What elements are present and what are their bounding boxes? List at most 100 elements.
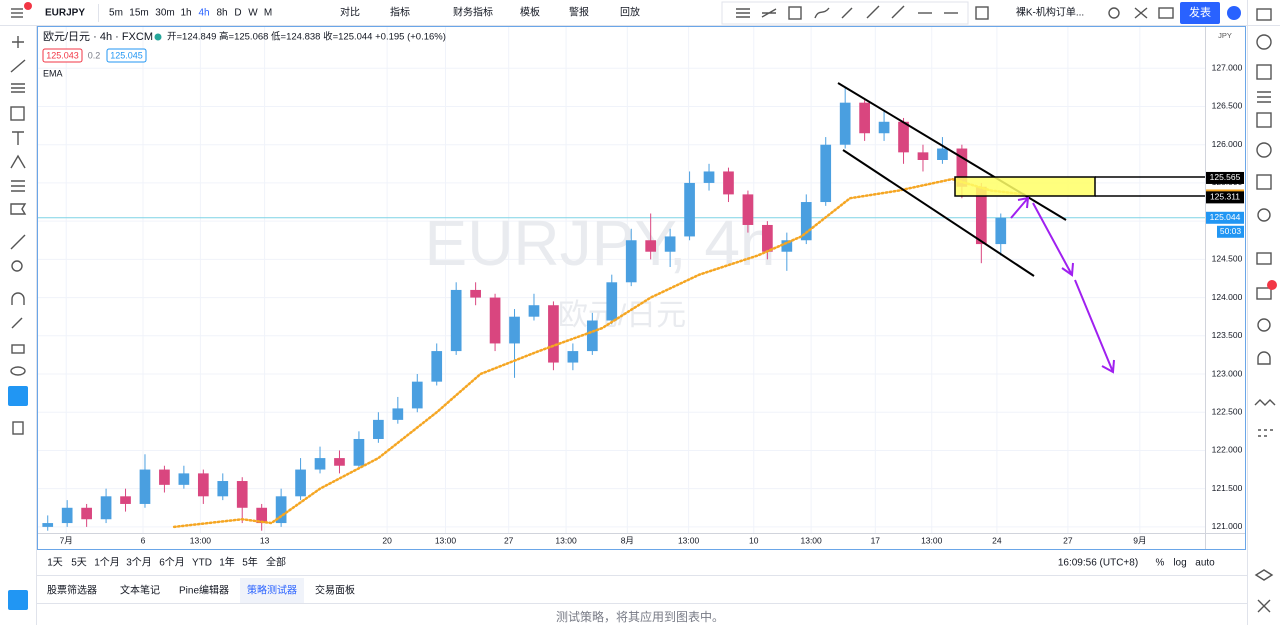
ask-box: [106, 48, 147, 63]
y-tick-label: 121.500: [1212, 483, 1243, 493]
x-tick-label: 9月: [1133, 535, 1146, 545]
y-tick-label: 126.000: [1212, 139, 1243, 149]
y-tick-label: 124.500: [1212, 254, 1243, 264]
range-button[interactable]: 5年: [242, 556, 258, 569]
range-button[interactable]: 1年: [219, 556, 235, 569]
candle-body: [839, 102, 851, 145]
y-tick-label: 123.500: [1212, 330, 1243, 340]
panel-message: 测试策略，将其应用到图表中。: [556, 609, 724, 624]
candle-body: [703, 171, 715, 183]
scale-option[interactable]: log: [1173, 558, 1186, 569]
candle-body: [586, 320, 598, 352]
interval-button[interactable]: 1h: [180, 8, 191, 19]
price-badge-label: 125.311: [1210, 192, 1240, 202]
candle-body: [295, 469, 306, 497]
interval-button[interactable]: 8h: [216, 8, 227, 19]
countdown: 50:03: [1220, 226, 1242, 236]
candle-body: [898, 121, 909, 153]
toolbar-button[interactable]: 模板: [520, 6, 540, 19]
symbol[interactable]: EURJPY: [45, 8, 85, 19]
interval-button[interactable]: M: [264, 8, 272, 19]
range-button[interactable]: 5天: [71, 558, 87, 569]
left-toolbar[interactable]: [8, 36, 28, 610]
candle-body: [781, 240, 793, 252]
ema-line: [172, 177, 1027, 529]
menu-icon[interactable]: [11, 2, 32, 18]
legend-title: 欧元/日元 · 4h · FXCM: [43, 30, 153, 43]
y-tick-label: 127.000: [1212, 63, 1243, 73]
candle-body: [100, 496, 112, 520]
interval-button[interactable]: W: [248, 8, 258, 19]
candle-body: [392, 408, 404, 420]
clock: 16:09:56 (UTC+8): [1058, 558, 1138, 569]
price-badge-label: 125.565: [1210, 172, 1241, 182]
candle-body: [664, 236, 676, 252]
layout-name[interactable]: 裸K-机构订单...: [1016, 6, 1084, 19]
range-button[interactable]: 全部: [266, 556, 286, 569]
candle-body: [606, 282, 618, 321]
candle-body: [859, 102, 870, 134]
toolbar-button[interactable]: 对比: [340, 6, 360, 19]
panel-tab[interactable]: 策略测试器: [247, 584, 297, 597]
range-button[interactable]: 6个月: [159, 557, 185, 569]
candle-body: [197, 473, 209, 497]
panel-tab[interactable]: Pine编辑器: [179, 584, 229, 597]
scale-option[interactable]: %: [1156, 558, 1165, 569]
interval-button[interactable]: D: [234, 8, 241, 19]
panel-tab[interactable]: 交易面板: [315, 584, 355, 597]
interval-button[interactable]: 15m: [129, 8, 148, 19]
y-tick-label: 121.000: [1212, 521, 1243, 531]
watermark-symbol: EURJPY, 4h: [425, 207, 776, 279]
candle-body: [470, 289, 481, 298]
legend: 欧元/日元 · 4h · FXCM 开=124.849 高=125.068 低=…: [42, 30, 446, 78]
publish-button[interactable]: 发表: [1189, 5, 1211, 19]
active-tab-bg: [240, 578, 304, 603]
candle-body: [178, 473, 190, 485]
candle-body: [917, 152, 929, 160]
right-sidebar[interactable]: [1254, 8, 1277, 613]
toolbar-button[interactable]: 警报: [569, 6, 589, 19]
range-button[interactable]: 1天: [47, 558, 63, 569]
panel-tab[interactable]: 股票筛选器: [47, 584, 97, 597]
x-tick-label: 13:00: [678, 535, 700, 545]
legend-ohlc: 开=124.849 高=125.068 低=124.838 收=125.044 …: [167, 31, 446, 43]
interval-button[interactable]: 30m: [155, 8, 174, 19]
indicator-name: EMA: [43, 68, 63, 78]
toolbar-right-icons[interactable]: [975, 2, 1241, 24]
panel-tab[interactable]: 文本笔记: [120, 584, 160, 597]
x-tick-label: 6: [141, 535, 146, 545]
y-tick-label: 126.500: [1212, 101, 1243, 111]
range-button[interactable]: 1个月: [94, 557, 120, 569]
candle-body: [995, 217, 1007, 245]
range-bar: 1天 5天 1个月 3个月 6个月 YTD 1年 5年 全部% log auto: [47, 556, 1215, 569]
range-button[interactable]: YTD: [192, 558, 212, 569]
range-button[interactable]: 3个月: [126, 557, 152, 569]
x-tick-label: 10: [749, 535, 759, 545]
candle-body: [450, 289, 462, 352]
y-tick-label: 122.500: [1212, 406, 1243, 416]
candle-body: [509, 316, 520, 344]
scale-option[interactable]: auto: [1195, 558, 1215, 569]
x-tick-label: 13:00: [190, 535, 212, 545]
candle-body: [800, 202, 812, 241]
candle-body: [61, 507, 73, 524]
candle-body: [723, 171, 734, 195]
candle-body: [548, 305, 559, 363]
price-badge-label: 125.044: [1210, 212, 1241, 222]
toolbar-button[interactable]: 回放: [620, 6, 640, 19]
candle-body: [373, 419, 384, 439]
x-tick-label: 13: [260, 535, 270, 545]
candle-body: [431, 351, 443, 382]
x-tick-label: 20: [382, 535, 392, 545]
candle-body: [567, 351, 579, 363]
candle-body: [81, 507, 92, 520]
interval-button[interactable]: 4h: [198, 8, 209, 19]
toolbar-button[interactable]: 指标: [390, 6, 410, 19]
candle-body: [820, 144, 832, 203]
interval-button[interactable]: 5m: [109, 8, 123, 19]
toolbar-button[interactable]: 财务指标: [453, 6, 493, 19]
ask: 125.045: [110, 50, 143, 60]
candle-body: [42, 523, 54, 527]
